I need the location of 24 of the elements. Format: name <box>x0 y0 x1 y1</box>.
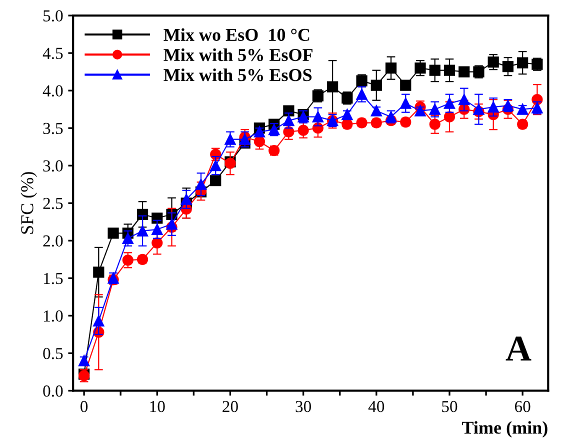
y-tick-label: 2.0 <box>43 235 63 247</box>
legend-label: Mix with 5% EsOS <box>164 68 312 82</box>
x-tick-label: 60 <box>514 400 530 412</box>
y-tick-label: 5.0 <box>44 10 63 22</box>
x-tick-label: 40 <box>368 400 384 412</box>
y-tick-label: 4.0 <box>42 85 63 97</box>
x-axis-title: Time (min) <box>462 421 548 438</box>
y-tick-label: 0.0 <box>43 385 63 397</box>
y-tick-label: 2.5 <box>43 198 63 210</box>
x-tick-label: 20 <box>222 400 238 412</box>
y-tick-label: 1.0 <box>44 310 63 322</box>
x-tick-label: 30 <box>296 400 312 412</box>
y-tick-label: 1.5 <box>44 272 63 284</box>
y-tick-label: 4.5 <box>42 48 63 60</box>
x-tick-label: 50 <box>442 400 458 412</box>
y-tick-label: 3.0 <box>43 160 63 172</box>
y-tick-label: 3.5 <box>43 122 63 134</box>
x-tick-label: 10 <box>150 400 165 412</box>
x-tick-label: 0 <box>80 400 88 412</box>
legend-label: Mix wo EsO 10 °C <box>164 28 310 41</box>
y-tick-label: 0.5 <box>43 348 63 360</box>
legend-label: Mix with 5% EsOF <box>164 48 312 62</box>
y-axis-title: SFC (%) <box>20 172 37 234</box>
annotation: A <box>506 336 532 361</box>
